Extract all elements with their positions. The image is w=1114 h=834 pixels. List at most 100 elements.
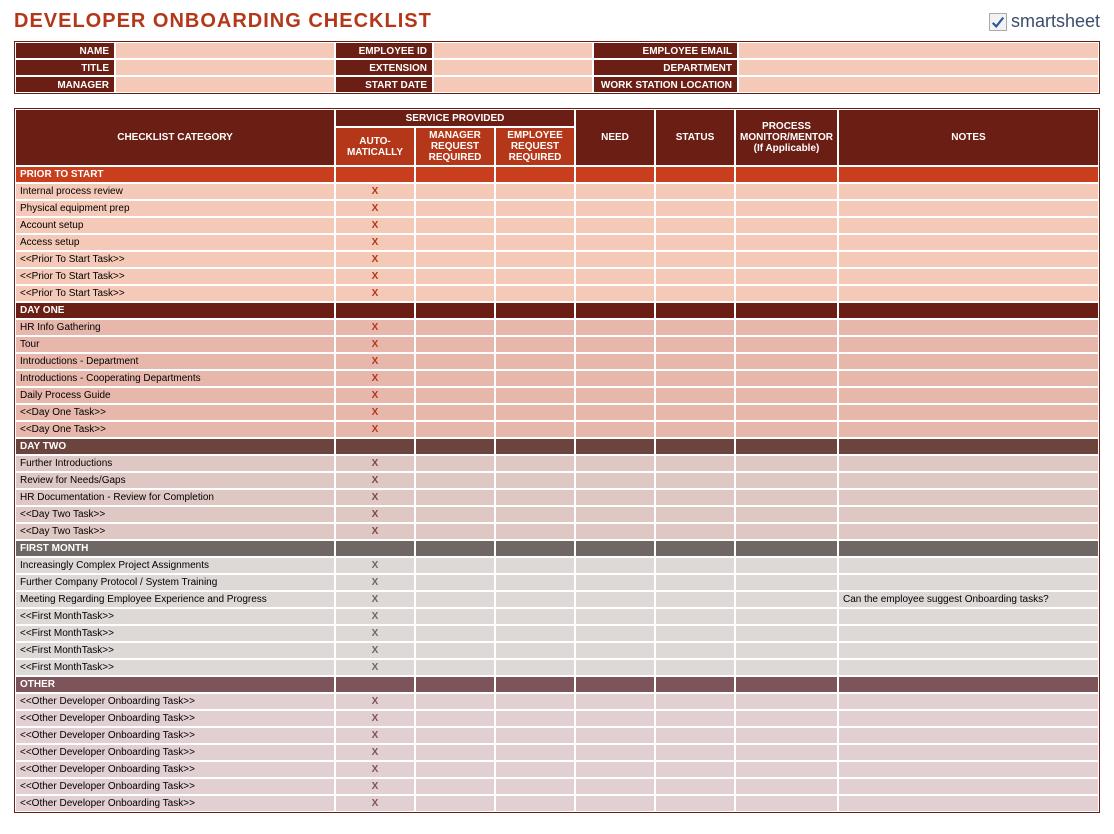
- info-value[interactable]: [738, 42, 1099, 59]
- need-cell[interactable]: [575, 455, 655, 472]
- need-cell[interactable]: [575, 506, 655, 523]
- need-cell[interactable]: [575, 795, 655, 812]
- process-cell[interactable]: [735, 472, 838, 489]
- info-value[interactable]: [738, 76, 1099, 93]
- mgr-cell[interactable]: [415, 557, 495, 574]
- auto-cell[interactable]: X: [335, 353, 415, 370]
- process-cell[interactable]: [735, 710, 838, 727]
- auto-cell[interactable]: X: [335, 761, 415, 778]
- mgr-cell[interactable]: [415, 200, 495, 217]
- status-cell[interactable]: [655, 693, 735, 710]
- task[interactable]: Review for Needs/Gaps: [15, 472, 335, 489]
- info-value[interactable]: [738, 59, 1099, 76]
- mgr-cell[interactable]: [415, 268, 495, 285]
- auto-cell[interactable]: X: [335, 336, 415, 353]
- notes-cell[interactable]: [838, 608, 1099, 625]
- task[interactable]: Access setup: [15, 234, 335, 251]
- emp-cell[interactable]: [495, 591, 575, 608]
- need-cell[interactable]: [575, 591, 655, 608]
- status-cell[interactable]: [655, 659, 735, 676]
- status-cell[interactable]: [655, 506, 735, 523]
- notes-cell[interactable]: Can the employee suggest Onboarding task…: [838, 591, 1099, 608]
- task[interactable]: Introductions - Cooperating Departments: [15, 370, 335, 387]
- notes-cell[interactable]: [838, 421, 1099, 438]
- mgr-cell[interactable]: [415, 285, 495, 302]
- status-cell[interactable]: [655, 591, 735, 608]
- notes-cell[interactable]: [838, 387, 1099, 404]
- emp-cell[interactable]: [495, 608, 575, 625]
- task[interactable]: <<Other Developer Onboarding Task>>: [15, 778, 335, 795]
- notes-cell[interactable]: [838, 625, 1099, 642]
- need-cell[interactable]: [575, 625, 655, 642]
- mgr-cell[interactable]: [415, 336, 495, 353]
- process-cell[interactable]: [735, 353, 838, 370]
- need-cell[interactable]: [575, 285, 655, 302]
- task[interactable]: <<Other Developer Onboarding Task>>: [15, 710, 335, 727]
- emp-cell[interactable]: [495, 744, 575, 761]
- task[interactable]: <<Other Developer Onboarding Task>>: [15, 693, 335, 710]
- need-cell[interactable]: [575, 200, 655, 217]
- status-cell[interactable]: [655, 404, 735, 421]
- mgr-cell[interactable]: [415, 693, 495, 710]
- notes-cell[interactable]: [838, 472, 1099, 489]
- task[interactable]: <<Day One Task>>: [15, 421, 335, 438]
- auto-cell[interactable]: X: [335, 795, 415, 812]
- need-cell[interactable]: [575, 659, 655, 676]
- need-cell[interactable]: [575, 336, 655, 353]
- status-cell[interactable]: [655, 523, 735, 540]
- auto-cell[interactable]: X: [335, 574, 415, 591]
- status-cell[interactable]: [655, 217, 735, 234]
- notes-cell[interactable]: [838, 268, 1099, 285]
- need-cell[interactable]: [575, 778, 655, 795]
- process-cell[interactable]: [735, 761, 838, 778]
- mgr-cell[interactable]: [415, 710, 495, 727]
- emp-cell[interactable]: [495, 370, 575, 387]
- notes-cell[interactable]: [838, 217, 1099, 234]
- task[interactable]: Increasingly Complex Project Assignments: [15, 557, 335, 574]
- task[interactable]: <<First MonthTask>>: [15, 608, 335, 625]
- task[interactable]: HR Documentation - Review for Completion: [15, 489, 335, 506]
- status-cell[interactable]: [655, 778, 735, 795]
- notes-cell[interactable]: [838, 404, 1099, 421]
- status-cell[interactable]: [655, 336, 735, 353]
- need-cell[interactable]: [575, 217, 655, 234]
- emp-cell[interactable]: [495, 557, 575, 574]
- status-cell[interactable]: [655, 370, 735, 387]
- auto-cell[interactable]: X: [335, 523, 415, 540]
- status-cell[interactable]: [655, 387, 735, 404]
- emp-cell[interactable]: [495, 795, 575, 812]
- task[interactable]: <<First MonthTask>>: [15, 659, 335, 676]
- status-cell[interactable]: [655, 489, 735, 506]
- auto-cell[interactable]: X: [335, 319, 415, 336]
- status-cell[interactable]: [655, 574, 735, 591]
- need-cell[interactable]: [575, 574, 655, 591]
- task[interactable]: Tour: [15, 336, 335, 353]
- status-cell[interactable]: [655, 421, 735, 438]
- task[interactable]: <<Day One Task>>: [15, 404, 335, 421]
- process-cell[interactable]: [735, 523, 838, 540]
- auto-cell[interactable]: X: [335, 200, 415, 217]
- info-value[interactable]: [115, 42, 335, 59]
- process-cell[interactable]: [735, 591, 838, 608]
- process-cell[interactable]: [735, 625, 838, 642]
- emp-cell[interactable]: [495, 268, 575, 285]
- task[interactable]: Daily Process Guide: [15, 387, 335, 404]
- process-cell[interactable]: [735, 285, 838, 302]
- status-cell[interactable]: [655, 251, 735, 268]
- need-cell[interactable]: [575, 693, 655, 710]
- task[interactable]: <<First MonthTask>>: [15, 625, 335, 642]
- status-cell[interactable]: [655, 625, 735, 642]
- mgr-cell[interactable]: [415, 387, 495, 404]
- notes-cell[interactable]: [838, 744, 1099, 761]
- process-cell[interactable]: [735, 268, 838, 285]
- process-cell[interactable]: [735, 200, 838, 217]
- need-cell[interactable]: [575, 183, 655, 200]
- emp-cell[interactable]: [495, 710, 575, 727]
- process-cell[interactable]: [735, 319, 838, 336]
- process-cell[interactable]: [735, 506, 838, 523]
- auto-cell[interactable]: X: [335, 557, 415, 574]
- mgr-cell[interactable]: [415, 455, 495, 472]
- auto-cell[interactable]: X: [335, 455, 415, 472]
- process-cell[interactable]: [735, 336, 838, 353]
- task[interactable]: Meeting Regarding Employee Experience an…: [15, 591, 335, 608]
